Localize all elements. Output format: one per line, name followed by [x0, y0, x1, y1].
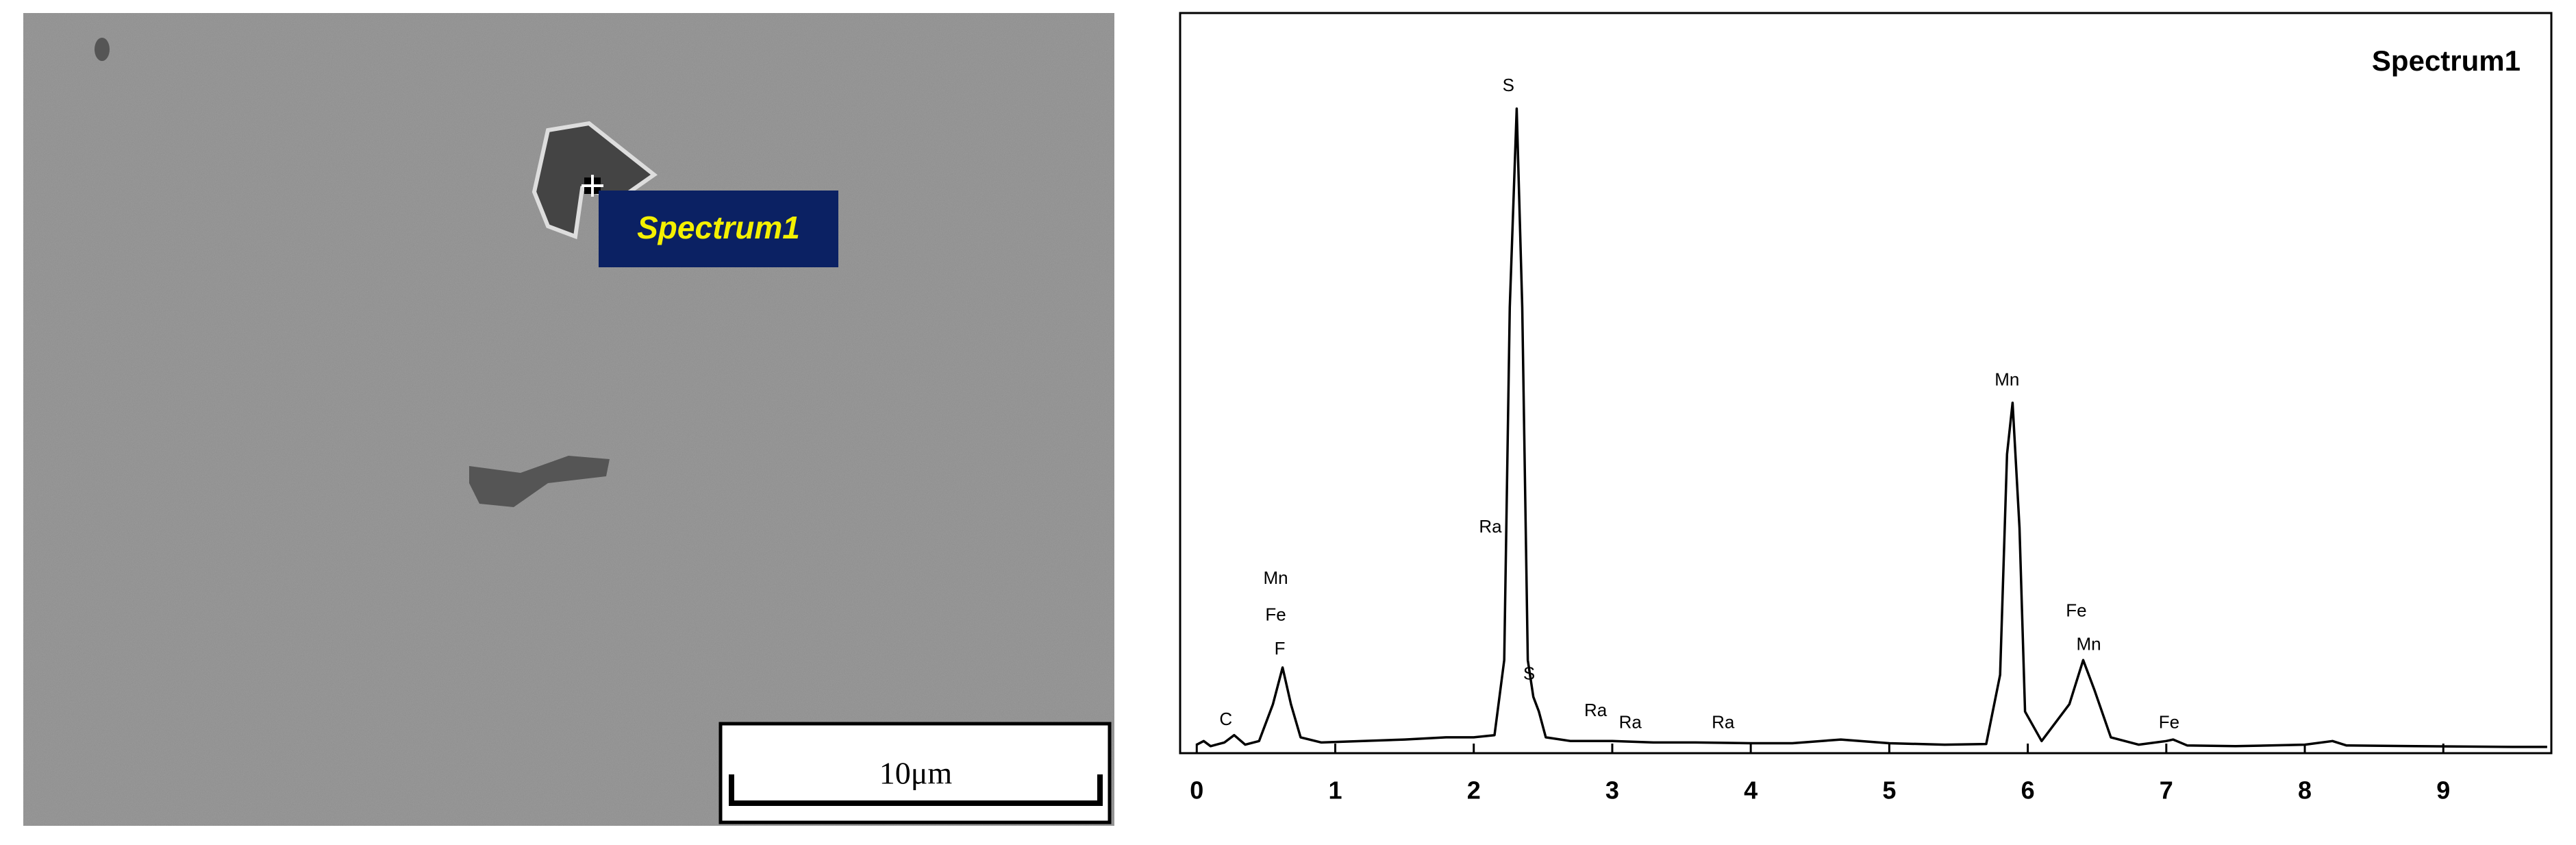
peak-label: F	[1275, 638, 1286, 659]
peak-label: Ra	[1619, 711, 1642, 732]
x-tick-label: 7	[2160, 776, 2173, 805]
x-tick-label: 3	[1605, 776, 1619, 805]
micrograph: Spectrum1 10μm	[23, 13, 1114, 826]
peak-label: Ra	[1584, 700, 1608, 720]
x-tick-label: 6	[2021, 776, 2035, 805]
crosshair	[582, 175, 603, 197]
scale-bar-label: 10μm	[879, 756, 953, 791]
spectrum-chart: Spectrum1 0 1 2 3 4 5 6 7 8 9 S Ra S Ra Ra Ra C F Fe Mn Mn Fe…	[1179, 12, 2553, 805]
chart-title: Spectrum1	[2372, 45, 2521, 77]
peak-label: Fe	[2066, 600, 2086, 620]
x-tick-label: 9	[2436, 776, 2450, 805]
x-tick-label: 2	[1467, 776, 1481, 805]
marker-label-box	[599, 191, 838, 267]
x-tick-label: 4	[1744, 776, 1758, 805]
peak-label: Mn	[2077, 634, 2101, 654]
scale-bar	[729, 774, 1103, 806]
inclusion	[95, 38, 110, 61]
peak-label: S	[1523, 663, 1535, 684]
x-tick-label: 8	[2298, 776, 2312, 805]
x-tick-label: 5	[1882, 776, 1896, 805]
peak-label: Ra	[1479, 516, 1502, 537]
peak-label: Fe	[2159, 711, 2179, 732]
peak-label: Mn	[1994, 369, 2019, 389]
peak-label: S	[1503, 75, 1514, 95]
peak-label: C	[1219, 709, 1232, 729]
spectrum-line	[1196, 107, 2547, 748]
marker-label: Spectrum1	[637, 210, 800, 245]
x-tick-label: 0	[1190, 776, 1203, 805]
peak-label: Mn	[1263, 567, 1288, 588]
peak-label: Fe	[1265, 604, 1286, 625]
plot-frame	[1179, 12, 2553, 755]
peak-label: Ra	[1712, 711, 1735, 732]
inclusion	[469, 456, 610, 507]
x-tick-label: 1	[1328, 776, 1342, 805]
